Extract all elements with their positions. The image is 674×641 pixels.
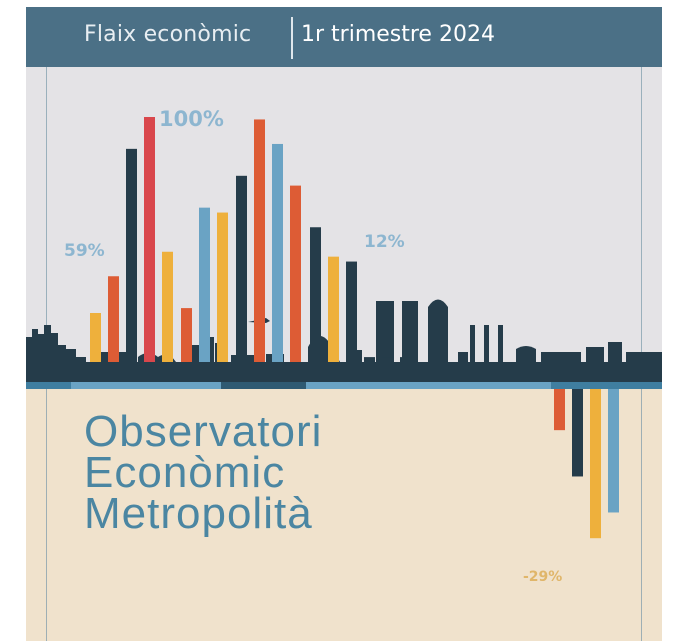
bar-9 (236, 175, 247, 362)
header-title: Flaix econòmic (84, 22, 252, 47)
bar-15 (346, 261, 357, 362)
bar-8 (217, 212, 228, 362)
data-label-4: -29% (523, 569, 562, 585)
city-skyline (26, 299, 662, 382)
brand-line-1: Observatori (84, 407, 323, 456)
bar-22 (608, 389, 619, 513)
data-label-2: 100% (159, 107, 224, 131)
brand-line-3: Metropolità (84, 489, 313, 538)
data-label-3: 12% (364, 232, 405, 252)
bar-10 (254, 119, 265, 362)
lower-background (26, 389, 662, 641)
bar-13 (310, 227, 321, 362)
bar-6 (181, 308, 192, 362)
bar-16 (364, 357, 375, 362)
data-labels: 59% 100% 12% -29% (64, 107, 562, 585)
header-period: 1r trimestre 2024 (301, 22, 495, 47)
bar-4 (144, 117, 155, 362)
bar-18 (400, 357, 411, 362)
bar-20 (572, 389, 583, 477)
bar-17 (382, 357, 393, 362)
brand-line-2: Econòmic (84, 448, 286, 497)
header-band: Flaix econòmic 1r trimestre 2024 (26, 7, 662, 67)
bar-7 (199, 207, 210, 362)
data-label-1: 59% (64, 241, 105, 261)
bars (90, 117, 619, 539)
bar-12 (290, 185, 301, 362)
bar-11 (272, 143, 283, 362)
header-divider (291, 17, 293, 59)
bar-14 (328, 256, 339, 362)
bar-2 (108, 276, 119, 362)
bar-21 (590, 389, 601, 539)
bar-1 (90, 313, 101, 362)
bar-chart: 59% 100% 12% -29% (26, 107, 662, 585)
brand-block: Observatori Econòmic Metropolità (84, 407, 323, 538)
bar-3 (126, 148, 137, 362)
report-cover: Flaix econòmic 1r trimestre 2024 (26, 7, 662, 641)
base-stripe (26, 382, 662, 389)
bar-5 (162, 251, 173, 362)
bar-19 (554, 389, 565, 431)
